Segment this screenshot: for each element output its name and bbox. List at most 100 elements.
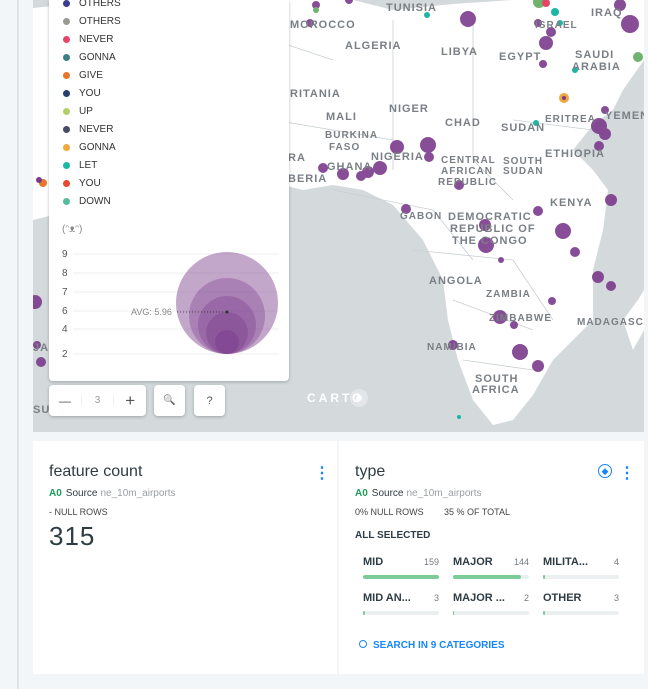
map-label: SOUTH xyxy=(475,373,519,385)
map-label: KENYA xyxy=(550,197,593,209)
legend-label: YOU xyxy=(79,88,101,99)
search-button[interactable]: 🔍 xyxy=(154,385,185,416)
feature-count-widget: feature count ⋮ A0 Source ne_10m_airports … xyxy=(33,441,337,674)
help-button[interactable]: ? xyxy=(194,385,225,416)
legend-item: LET xyxy=(63,160,97,171)
null-rows: 0% NULL ROWS xyxy=(355,507,424,517)
map-label: YEMEN xyxy=(605,110,644,122)
legend-swatch xyxy=(63,0,70,7)
legend-label: DOWN xyxy=(79,196,111,207)
category-item[interactable]: MILITA... 4 xyxy=(543,556,619,586)
map-label: ANGOLA xyxy=(429,275,483,287)
percent-total: 35 % OF TOTAL xyxy=(444,507,511,517)
map-label: SAUDI xyxy=(575,49,615,61)
widget-source: A0 Source ne_10m_airports xyxy=(355,488,482,499)
legend-label: LET xyxy=(79,160,98,171)
avg-marker xyxy=(225,310,229,314)
size-tick: 7 xyxy=(62,287,68,298)
map-label: ZAMBIA xyxy=(486,289,531,300)
map-label: ALGERIA xyxy=(345,40,402,52)
size-bubble xyxy=(176,252,278,354)
map-label: RA xyxy=(288,152,306,164)
zoom-level: 3 xyxy=(80,395,115,406)
category-item[interactable]: OTHER 3 xyxy=(543,592,619,622)
map-label: NIGER xyxy=(389,103,429,115)
legend-label: GONNA xyxy=(79,52,116,63)
map-label: MADAGASCA xyxy=(577,317,644,328)
category-bar xyxy=(543,611,545,615)
category-value: 3 xyxy=(433,593,439,603)
map-label: AFRICAN xyxy=(441,166,493,177)
widget-source: A0 Source ne_10m_airports xyxy=(49,488,176,499)
category-item[interactable]: MAJOR ... 2 xyxy=(453,592,529,622)
color-by-icon[interactable]: ◆ xyxy=(598,464,612,478)
map-label: SOUTH xyxy=(503,156,543,167)
source-label: Source xyxy=(65,488,98,499)
map-label: REPUBLIC xyxy=(438,177,498,188)
category-value: 3 xyxy=(613,593,619,603)
category-bar-track xyxy=(453,575,529,579)
legend-swatch xyxy=(63,54,70,61)
legend-label: OTHERS xyxy=(79,0,121,9)
category-bar-track xyxy=(363,575,439,579)
zoom-out-button[interactable]: — xyxy=(58,393,71,408)
legend-label: UP xyxy=(79,106,93,117)
selection-status: ALL SELECTED xyxy=(355,530,431,541)
map-label: RITANIA xyxy=(290,88,341,100)
zoom-in-button[interactable]: + xyxy=(125,390,136,410)
map-label: CHAD xyxy=(445,117,481,129)
category-item[interactable]: MAJOR 144 xyxy=(453,556,529,586)
zoom-control: — 3 + xyxy=(49,385,146,416)
size-tick: 8 xyxy=(62,268,68,279)
size-bubble xyxy=(189,278,265,354)
legend-item: GONNA xyxy=(63,52,116,63)
map-label: ETHIOPIA xyxy=(545,148,605,160)
map-label: ZIMBABWE xyxy=(489,313,552,324)
source-tag: A0 xyxy=(49,488,62,499)
size-tick: 4 xyxy=(62,324,68,335)
map-label: MOROCCO xyxy=(290,19,356,31)
category-bar xyxy=(363,611,365,615)
map-label: LIBYA xyxy=(441,46,478,58)
category-item[interactable]: MID AN... 3 xyxy=(363,592,439,622)
widget-title: type xyxy=(355,463,386,480)
map-label: BURKINA xyxy=(325,130,379,141)
source-tag: A0 xyxy=(355,488,368,499)
legend-swatch xyxy=(63,72,70,79)
category-value: 144 xyxy=(513,557,529,567)
legend-swatch xyxy=(63,144,70,151)
map-label: ISRAEL xyxy=(535,20,578,31)
category-name: MAJOR ... xyxy=(453,592,505,604)
map-label: GHANA xyxy=(327,161,373,173)
type-widget: type ◆ ⋮ A0 Source ne_10m_airports 0% NULL… xyxy=(339,441,644,674)
category-bar xyxy=(543,575,545,579)
map-label: SUDAN xyxy=(503,166,544,177)
map-label: REPUBLIC OF xyxy=(450,223,536,235)
null-rows: - NULL ROWS xyxy=(49,507,108,517)
legend-swatch xyxy=(63,198,70,205)
category-value: 4 xyxy=(613,557,619,567)
sidebar-border xyxy=(17,0,19,689)
category-bar-track xyxy=(363,611,439,615)
search-icon: 🔍 xyxy=(163,395,176,406)
map-label: AFRICA xyxy=(472,384,520,396)
category-bar-track xyxy=(543,611,619,615)
legend-swatch xyxy=(63,108,70,115)
carto-attribution[interactable]: CARTO xyxy=(307,391,365,405)
legend-label: YOU xyxy=(79,178,101,189)
legend-swatch xyxy=(63,90,70,97)
category-item[interactable]: MID 159 xyxy=(363,556,439,586)
source-label: Source xyxy=(371,488,404,499)
map-label: THE CONGO xyxy=(452,235,528,247)
legend-swatch xyxy=(63,18,70,25)
legend-item: OTHERS xyxy=(63,0,121,9)
category-name: MID AN... xyxy=(363,592,411,604)
widget-menu-icon[interactable]: ⋮ xyxy=(619,465,635,482)
legend-item: DOWN xyxy=(63,196,111,207)
widget-menu-icon[interactable]: ⋮ xyxy=(314,465,330,482)
search-categories-link[interactable]: SEARCH IN 9 CATEGORIES xyxy=(359,640,505,651)
avg-label: AVG: 5.96 xyxy=(131,307,172,317)
legend-item: YOU xyxy=(63,88,101,99)
legend-swatch xyxy=(63,180,70,187)
search-categories-label: SEARCH IN 9 CATEGORIES xyxy=(373,640,505,651)
